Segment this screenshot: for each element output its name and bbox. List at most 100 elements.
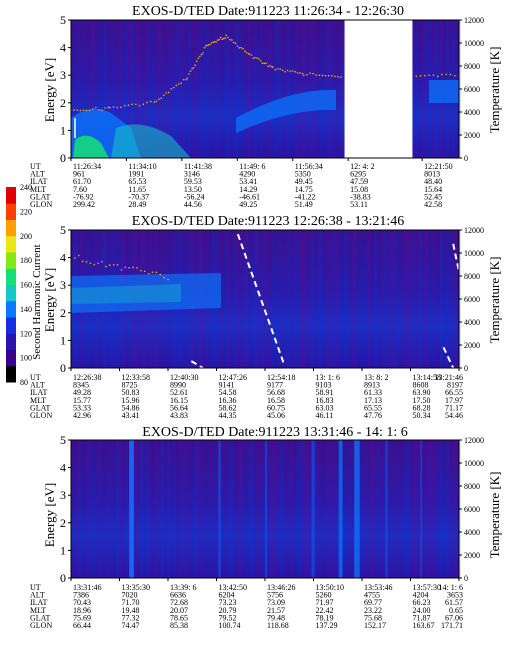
table-cell: -38.83 [350, 192, 371, 201]
spectrogram-column [173, 20, 176, 158]
temperature-point [334, 75, 336, 78]
temperature-point [172, 86, 175, 89]
spectrogram-column [188, 20, 191, 158]
vertical-band [385, 440, 388, 578]
spectrogram-column [332, 440, 335, 578]
table-cell: 12:26:38 [73, 373, 101, 382]
table-cell: 16.58 [267, 396, 285, 405]
table-cell: -76.92 [73, 192, 94, 201]
table-cell: 60.75 [267, 403, 285, 412]
table-cell: 5756 [267, 591, 283, 600]
temperature-point [182, 78, 185, 81]
temperature-point [180, 82, 182, 84]
temperature-point [186, 77, 189, 80]
spectrogram-column [257, 230, 260, 368]
spectrogram-column [383, 440, 386, 578]
y2-tick-label: 6000 [464, 295, 480, 304]
enhancement-core [73, 135, 109, 158]
spectrogram-column [245, 440, 248, 578]
spectrogram-column [158, 440, 161, 578]
table-cell: 9103 [316, 381, 332, 390]
spectrogram-column [326, 20, 329, 158]
spectrogram-column [83, 20, 86, 158]
table-cell: 58.91 [316, 388, 334, 397]
spectrogram-column [263, 20, 266, 158]
spectrogram-column [449, 440, 452, 578]
colorbar-tick-label: 160 [20, 281, 32, 290]
y2-tick-label: 2000 [464, 341, 480, 350]
spectrogram-column [77, 20, 80, 158]
trace-streak [236, 233, 286, 366]
spectrogram-column [263, 440, 266, 578]
vertical-band [420, 440, 423, 578]
temperature-point [424, 74, 426, 77]
y-tick-label: 5 [60, 13, 66, 27]
y-tick-label: 2 [60, 516, 66, 530]
temperature-point [107, 106, 110, 109]
panel-3: EXOS-D/TED Date:911223 13:31:46 - 14: 1:… [30, 425, 502, 630]
spectrogram-column [440, 230, 443, 368]
spectrogram-column [389, 440, 392, 578]
temperature-point [248, 52, 251, 55]
y2-tick-label: 0 [464, 364, 468, 373]
spectrogram-column [104, 20, 107, 158]
temperature-point [120, 269, 123, 271]
panel-1-plot [70, 19, 461, 159]
spectrogram-column [146, 20, 149, 158]
spectrogram-column [362, 440, 365, 578]
spectrogram-column [425, 440, 428, 578]
temperature-point [415, 75, 418, 77]
temperature-point [318, 74, 321, 77]
spectrogram-column [209, 440, 212, 578]
spectrogram-column [407, 440, 410, 578]
spectrogram-column [338, 20, 341, 158]
temperature-point [82, 109, 85, 111]
temperature-point [216, 39, 219, 42]
panel-2-ylabel: Energy [eV] [42, 268, 57, 332]
spectrogram-column [293, 20, 296, 158]
temperature-point [213, 40, 216, 43]
table-cell: 15.77 [73, 396, 91, 405]
spectrogram-column [410, 440, 413, 578]
spectrogram-column [221, 20, 224, 158]
temperature-point [112, 264, 115, 266]
spectrogram-column [293, 230, 296, 368]
spectrogram-column [296, 230, 299, 368]
temperature-point [167, 91, 170, 94]
temperature-point [252, 57, 255, 59]
table-cell: -56.24 [184, 192, 205, 201]
spectrogram-column [290, 230, 293, 368]
spectrogram-column [215, 440, 218, 578]
table-row-label: MLT [30, 396, 46, 405]
temperature-point [199, 55, 201, 58]
spectrogram-column [356, 230, 359, 368]
spectrogram-column [281, 230, 284, 368]
temperature-point [261, 62, 264, 65]
spectrogram-column [437, 230, 440, 368]
spectrogram-column [239, 440, 242, 578]
table-cell: 61.70 [73, 177, 91, 186]
spectrogram-column [296, 20, 299, 158]
panel-3-y2label: Temperature [K] [487, 472, 502, 559]
y-tick-label: 0 [60, 571, 66, 585]
temperature-point [428, 74, 430, 77]
spectrogram-column [98, 20, 101, 158]
temperature-point [189, 70, 192, 73]
table-cell: 1991 [128, 170, 144, 179]
table-cell: 4290 [239, 170, 255, 179]
table-cell: 56.64 [170, 403, 188, 412]
colorbar-tick-label: 240 [20, 183, 32, 192]
temperature-point [128, 267, 130, 269]
energy-band-core [71, 284, 181, 304]
spectrogram-column [278, 440, 281, 578]
trace-streak [190, 360, 204, 369]
spectrogram-column [320, 230, 323, 368]
table-cell: 22.42 [316, 606, 334, 615]
temperature-point [101, 109, 103, 111]
spectrogram-column [248, 20, 251, 158]
spectrogram-column [251, 20, 254, 158]
table-cell: 14: 1: 6 [439, 583, 463, 592]
spectrogram-column [413, 440, 416, 578]
table-cell: 11:56:34 [295, 162, 323, 171]
spectrogram-column [230, 20, 233, 158]
